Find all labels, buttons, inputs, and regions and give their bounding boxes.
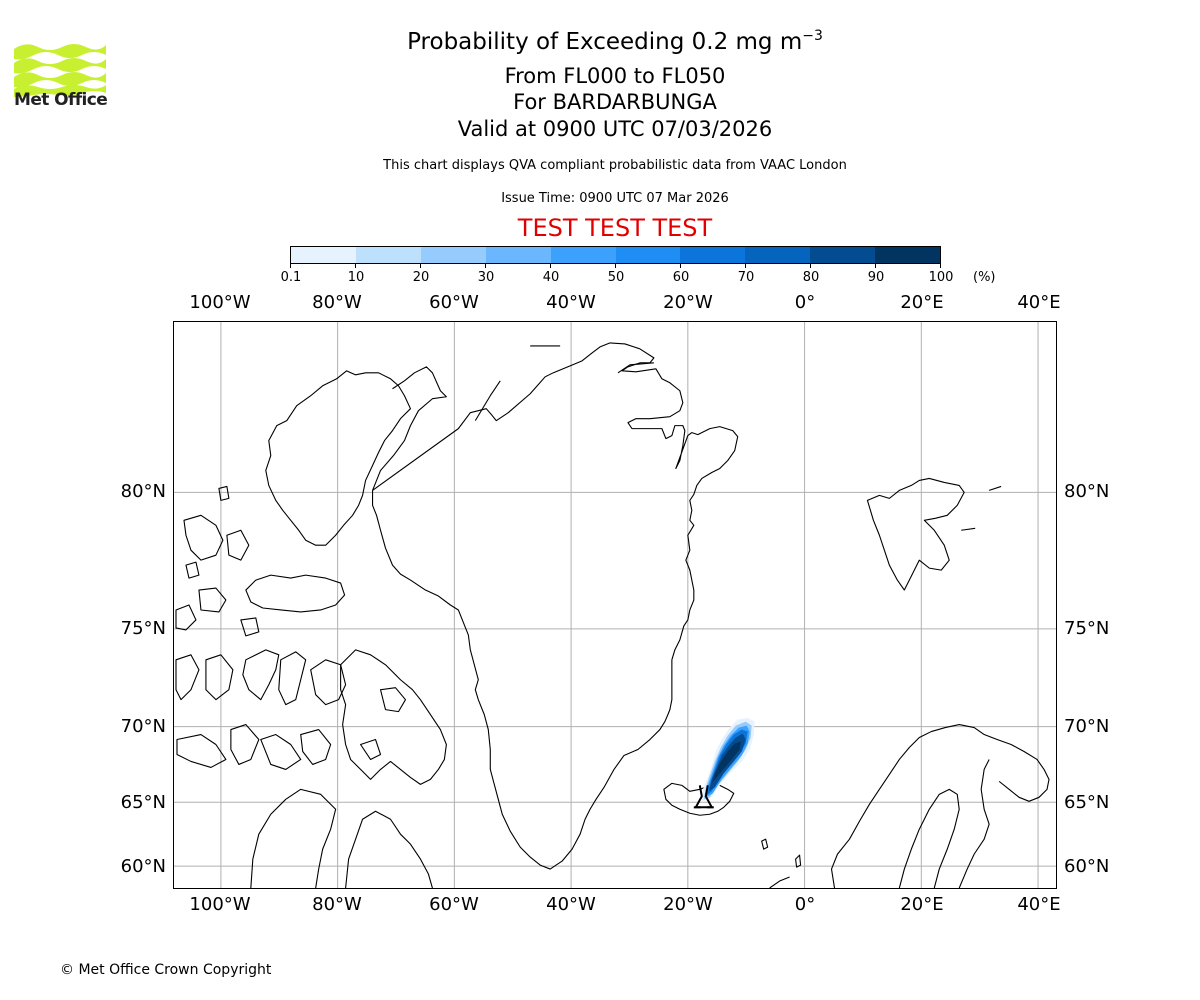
chart-description: This chart displays QVA compliant probab…: [383, 158, 847, 173]
coastline-greenland: [372, 342, 739, 870]
chart-title-text: Probability of Exceeding 0.2 mg m: [407, 29, 803, 55]
longitude-label: 0°: [794, 894, 816, 915]
colorbar-tick-mark: [810, 263, 811, 268]
colorbar-segment: [745, 247, 811, 263]
colorbar-tick-mark: [485, 263, 486, 268]
volcano-name: For BARDARBUNGA: [513, 90, 717, 114]
colorbar-tick-mark: [290, 263, 291, 268]
coastline-ellesmere: [265, 370, 412, 546]
colorbar-tick-mark: [615, 263, 616, 268]
met-office-logo-text: Met Office: [14, 90, 108, 110]
colorbar-tick-label: 100: [928, 270, 954, 285]
coastline-svalbard: [866, 477, 965, 591]
colorbar-unit: (%): [973, 270, 996, 285]
longitude-label: 80°W: [312, 894, 362, 915]
colorbar-tick-mark: [680, 263, 681, 268]
colorbar-tick-label: 30: [477, 270, 495, 285]
graticule: [174, 322, 1056, 888]
longitude-label: 40°E: [1017, 894, 1061, 915]
latitude-label: 65°N: [120, 792, 166, 813]
coastline-sweden-finland: [898, 788, 960, 888]
colorbar-segment: [875, 247, 941, 263]
met-office-logo-waves-icon: [14, 44, 106, 97]
latitude-label: 65°N: [1064, 792, 1110, 813]
colorbar-tick-mark: [355, 263, 356, 268]
coastline-norway: [830, 724, 1050, 888]
coastlines: [175, 342, 1050, 888]
longitude-label: 0°: [794, 292, 816, 313]
colorbar-tick-label: 10: [347, 270, 365, 285]
latitude-label: 70°N: [1064, 716, 1110, 737]
latitude-label: 80°N: [1064, 481, 1110, 502]
chart-title-superscript: −3: [802, 28, 823, 44]
latitude-label: 75°N: [120, 618, 166, 639]
coastline-devon-island: [245, 574, 346, 613]
colorbar-tick-label: 80: [802, 270, 820, 285]
colorbar-segment: [291, 247, 356, 263]
longitude-label: 40°W: [546, 292, 596, 313]
longitude-label: 20°W: [663, 894, 713, 915]
colorbar-segment: [615, 247, 681, 263]
colorbar-segment: [810, 247, 876, 263]
colorbar-tick-label: 90: [867, 270, 885, 285]
ash-plume: [701, 717, 755, 802]
probability-colorbar: [290, 246, 941, 264]
colorbar-tick-label: 70: [737, 270, 755, 285]
issue-time: Issue Time: 0900 UTC 07 Mar 2026: [501, 191, 729, 206]
longitude-label: 60°W: [429, 894, 479, 915]
test-banner: TEST TEST TEST: [517, 214, 713, 242]
longitude-label: 100°W: [189, 292, 251, 313]
coastline-iceland: [663, 782, 735, 816]
longitude-label: 100°W: [189, 894, 251, 915]
longitude-label: 40°E: [1017, 292, 1061, 313]
colorbar-segment: [420, 247, 486, 263]
longitude-label: 20°E: [900, 894, 944, 915]
colorbar-tick-mark: [940, 263, 941, 268]
colorbar-tick-label: 20: [412, 270, 430, 285]
longitude-label: 20°W: [663, 292, 713, 313]
latitude-label: 75°N: [1064, 618, 1110, 639]
colorbar-tick-label: 50: [607, 270, 625, 285]
latitude-label: 60°N: [1064, 856, 1110, 877]
chart-title: Probability of Exceeding 0.2 mg m−3: [15, 27, 1200, 57]
colorbar-tick-label: 40: [542, 270, 560, 285]
colorbar-tick-mark: [875, 263, 876, 268]
colorbar-tick-label: 60: [672, 270, 690, 285]
coastline-hudson-bay-north: [250, 788, 337, 888]
longitude-label: 80°W: [312, 292, 362, 313]
colorbar-tick-label: 0.1: [280, 270, 302, 285]
latitude-label: 80°N: [120, 481, 166, 502]
colorbar-segment: [680, 247, 746, 263]
latitude-label: 60°N: [120, 856, 166, 877]
longitude-label: 20°E: [900, 292, 944, 313]
flight-level-range: From FL000 to FL050: [504, 64, 726, 88]
valid-time: Valid at 0900 UTC 07/03/2026: [457, 117, 773, 141]
colorbar-tick-mark: [745, 263, 746, 268]
latitude-label: 70°N: [120, 716, 166, 737]
colorbar-segment: [550, 247, 616, 263]
colorbar-tick-mark: [420, 263, 421, 268]
longitude-label: 40°W: [546, 894, 596, 915]
map-panel: [173, 321, 1057, 889]
volcano-marker-icon: [693, 785, 714, 809]
coastline-baffin-island: [340, 649, 447, 785]
colorbar-tick-mark: [550, 263, 551, 268]
longitude-label: 60°W: [429, 292, 479, 313]
copyright-notice: © Met Office Crown Copyright: [60, 962, 272, 978]
colorbar-segment: [485, 247, 551, 263]
colorbar-segment: [355, 247, 421, 263]
